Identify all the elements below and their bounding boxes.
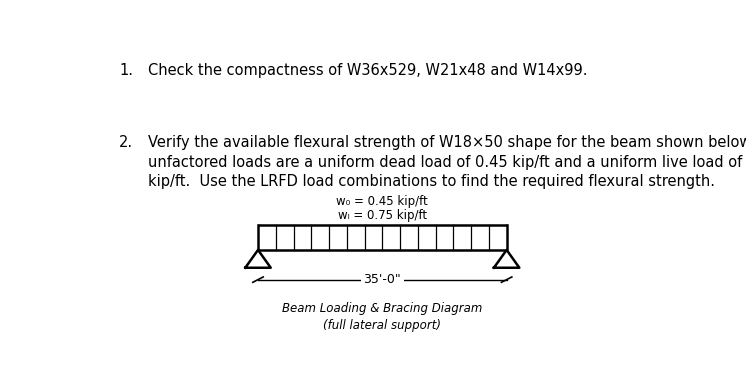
Text: Check the compactness of W36x529, W21x48 and W14x99.: Check the compactness of W36x529, W21x48… <box>148 63 588 78</box>
Polygon shape <box>245 250 271 268</box>
Text: Beam Loading & Bracing Diagram: Beam Loading & Bracing Diagram <box>282 302 483 315</box>
Polygon shape <box>494 250 519 268</box>
Text: 35'-0": 35'-0" <box>363 273 401 286</box>
Text: 2.: 2. <box>119 135 134 151</box>
Text: kip/ft.  Use the LRFD load combinations to find the required flexural strength.: kip/ft. Use the LRFD load combinations t… <box>148 174 715 189</box>
Text: (full lateral support): (full lateral support) <box>323 319 442 332</box>
Text: w₀ = 0.45 kip/ft: w₀ = 0.45 kip/ft <box>336 195 428 208</box>
Text: Verify the available flexural strength of W18×50 shape for the beam shown below.: Verify the available flexural strength o… <box>148 135 746 151</box>
Text: wₗ = 0.75 kip/ft: wₗ = 0.75 kip/ft <box>338 209 427 222</box>
Text: unfactored loads are a uniform dead load of 0.45 kip/ft and a uniform live load : unfactored loads are a uniform dead load… <box>148 155 746 170</box>
Text: 1.: 1. <box>119 63 134 78</box>
